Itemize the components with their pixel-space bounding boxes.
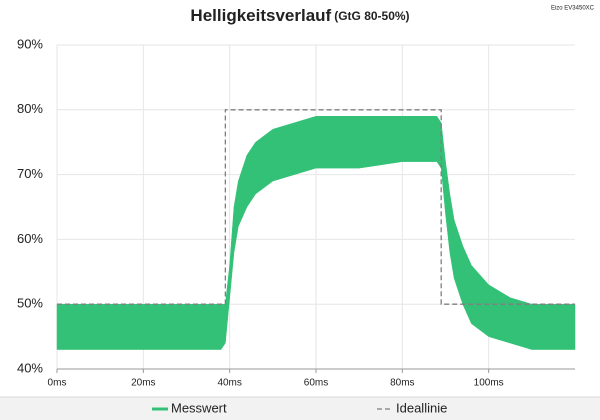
y-tick-label: 70% [17, 166, 43, 181]
subtitle: (GtG 80-50%) [334, 9, 409, 23]
y-tick-label: 50% [17, 296, 43, 311]
legend-background [0, 397, 600, 420]
x-tick-label: 20ms [131, 378, 155, 389]
y-tick-label: 90% [17, 36, 43, 51]
chart-title: Helligkeitsverlauf (GtG 80-50%) [190, 6, 409, 25]
legend-label: Ideallinie [396, 400, 447, 415]
y-tick-label: 80% [17, 101, 43, 116]
x-tick-label: 100ms [474, 378, 504, 389]
x-tick-label: 0ms [48, 378, 67, 389]
annotation: Eizo EV3450XC [551, 6, 595, 12]
x-tick-label: 80ms [390, 378, 414, 389]
ideal-line [57, 109, 575, 305]
title: Helligkeitsverlauf [190, 6, 331, 25]
y-tick-label: 60% [17, 231, 43, 246]
legend-label: Messwert [171, 400, 227, 415]
x-tick-label: 40ms [217, 378, 241, 389]
measured-band [56, 116, 576, 350]
x-tick-label: 60ms [304, 378, 328, 389]
y-tick-label: 40% [17, 360, 43, 375]
